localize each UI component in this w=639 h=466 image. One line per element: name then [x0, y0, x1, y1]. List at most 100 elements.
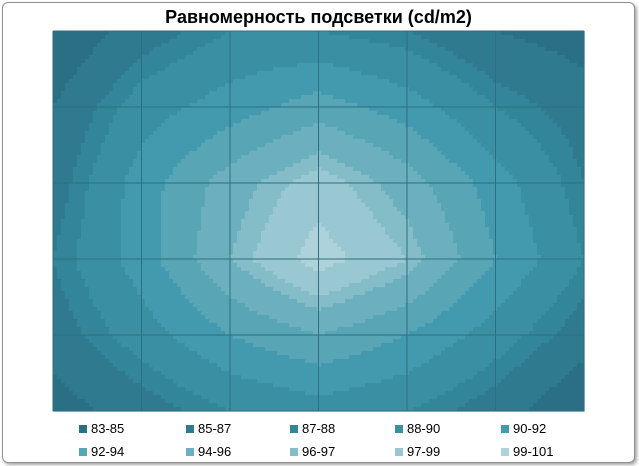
contour-cell: [117, 111, 122, 116]
contour-cell: [189, 83, 194, 88]
contour-cell: [389, 143, 394, 148]
contour-cell: [261, 71, 266, 76]
contour-cell: [145, 119, 150, 124]
contour-cell: [477, 151, 482, 156]
contour-cell: [425, 75, 430, 80]
contour-cell: [533, 111, 538, 116]
contour-cell: [537, 123, 542, 128]
contour-cell: [329, 135, 334, 140]
contour-cell: [329, 43, 334, 48]
contour-cell: [437, 119, 442, 124]
contour-cell: [133, 175, 138, 180]
contour-cell: [353, 139, 358, 144]
contour-cell: [417, 39, 422, 44]
contour-cell: [413, 67, 418, 72]
contour-cell: [445, 131, 450, 136]
contour-cell: [57, 107, 62, 112]
contour-cell: [469, 143, 474, 148]
contour-cell: [241, 119, 246, 124]
contour-cell: [301, 155, 306, 160]
contour-cell: [337, 59, 342, 64]
contour-cell: [433, 143, 438, 148]
contour-cell: [473, 47, 478, 52]
contour-cell: [269, 95, 274, 100]
contour-cell: [577, 39, 582, 44]
contour-cell: [477, 163, 482, 168]
contour-cell: [265, 79, 270, 84]
contour-cell: [229, 51, 234, 56]
contour-cell: [437, 63, 442, 68]
contour-cell: [113, 59, 118, 64]
contour-cell: [525, 127, 530, 132]
contour-cell: [409, 119, 414, 124]
contour-cell: [381, 107, 386, 112]
contour-cell: [377, 147, 382, 152]
contour-cell: [185, 175, 190, 180]
contour-cell: [565, 107, 570, 112]
contour-cell: [225, 159, 230, 164]
contour-cell: [69, 131, 74, 136]
contour-cell: [345, 71, 350, 76]
contour-cell: [229, 147, 234, 152]
contour-cell: [397, 35, 402, 40]
contour-cell: [285, 135, 290, 140]
contour-cell: [153, 51, 158, 56]
contour-cell: [265, 103, 270, 108]
contour-cell: [269, 143, 274, 148]
contour-cell: [549, 167, 554, 172]
contour-cell: [105, 163, 110, 168]
contour-cell: [73, 51, 78, 56]
contour-cell: [317, 71, 322, 76]
contour-cell: [141, 43, 146, 48]
contour-cell: [497, 83, 502, 88]
contour-cell: [397, 83, 402, 88]
contour-cell: [481, 75, 486, 80]
contour-cell: [469, 67, 474, 72]
contour-cell: [57, 159, 62, 164]
contour-cell: [437, 107, 442, 112]
contour-cell: [557, 75, 562, 80]
contour-cell: [373, 143, 378, 148]
contour-cell: [309, 39, 314, 44]
contour-cell: [61, 59, 66, 64]
contour-cell: [145, 55, 150, 60]
contour-cell: [329, 35, 334, 40]
contour-cell: [269, 123, 274, 128]
contour-cell: [309, 123, 314, 128]
contour-cell: [429, 127, 434, 132]
contour-cell: [185, 87, 190, 92]
contour-cell: [477, 115, 482, 120]
contour-cell: [133, 111, 138, 116]
contour-cell: [277, 103, 282, 108]
contour-cell: [149, 135, 154, 140]
contour-cell: [253, 127, 258, 132]
contour-cell: [341, 127, 346, 132]
contour-cell: [461, 131, 466, 136]
contour-cell: [477, 119, 482, 124]
contour-cell: [489, 63, 494, 68]
contour-cell: [117, 95, 122, 100]
contour-cell: [309, 171, 314, 176]
contour-cell: [125, 111, 130, 116]
contour-cell: [481, 159, 486, 164]
contour-cell: [261, 151, 266, 156]
contour-cell: [117, 39, 122, 44]
contour-cell: [321, 155, 326, 160]
contour-cell: [337, 55, 342, 60]
contour-cell: [353, 63, 358, 68]
contour-cell: [305, 111, 310, 116]
contour-cell: [581, 91, 585, 96]
contour-cell: [289, 127, 294, 132]
contour-cell: [361, 67, 366, 72]
contour-cell: [257, 63, 262, 68]
contour-cell: [465, 43, 470, 48]
contour-cell: [453, 91, 458, 96]
contour-cell: [445, 55, 450, 60]
contour-cell: [361, 123, 366, 128]
contour-cell: [445, 119, 450, 124]
contour-cell: [429, 83, 434, 88]
contour-cell: [245, 63, 250, 68]
contour-cell: [257, 67, 262, 72]
contour-cell: [393, 167, 398, 172]
contour-cell: [145, 123, 150, 128]
